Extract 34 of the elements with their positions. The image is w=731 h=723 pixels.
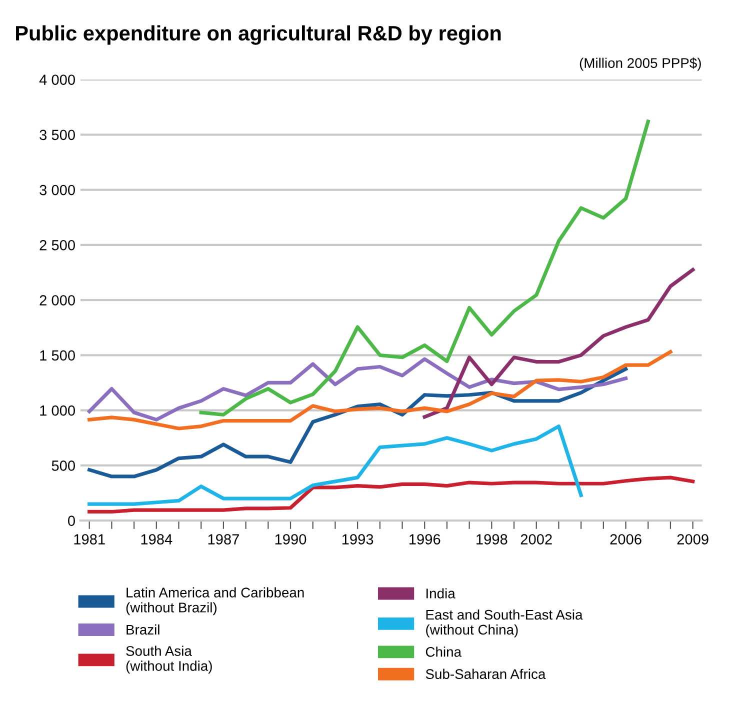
legend-label: China — [426, 646, 462, 657]
y-tick-label: 2 500 — [40, 240, 75, 250]
x-tick-label: 2006 — [610, 534, 642, 544]
line-series — [88, 350, 672, 430]
x-tick-label: 2009 — [677, 534, 708, 544]
line-series — [88, 424, 583, 506]
legend-label: Sub-Saharan Africa — [426, 668, 546, 680]
legend-label: India — [426, 588, 456, 598]
x-tick-label: 1984 — [141, 534, 172, 544]
line-series — [422, 268, 695, 419]
chart-title: Public expenditure on agricultural R&D by region — [16, 25, 501, 45]
y-tick-label: 3 000 — [40, 184, 75, 196]
y-tick-label: 500 — [52, 460, 75, 471]
x-tick-label: 1990 — [275, 534, 306, 544]
line-series — [88, 476, 695, 514]
x-tick-label: 1987 — [208, 534, 239, 544]
x-tick-label: 1996 — [410, 534, 440, 544]
legend-label: South Asia (without India) — [126, 646, 212, 674]
y-axis-title: (Million 2005 PPP$) — [580, 58, 701, 71]
y-tick-label: 3 500 — [40, 130, 75, 140]
x-tick-label: 1981 — [74, 534, 105, 544]
legend-label: Latin America and Caribbean (without Brazil) — [126, 587, 304, 616]
legend-label: East and South-East Asia (without China) — [426, 609, 583, 638]
y-tick-label: 2 000 — [40, 295, 75, 306]
line-series — [199, 120, 650, 417]
x-tick-label: 1998 — [476, 534, 508, 544]
x-tick-label: 2002 — [520, 534, 552, 544]
y-tick-label: 1 000 — [40, 405, 75, 416]
line-series — [88, 357, 628, 422]
legend-label: Brazil — [126, 624, 160, 635]
y-tick-label: 4 000 — [39, 74, 75, 85]
y-tick-label: 1 500 — [40, 350, 75, 361]
x-tick-label: 1993 — [342, 534, 374, 544]
y-tick-label: 0 — [68, 516, 75, 526]
